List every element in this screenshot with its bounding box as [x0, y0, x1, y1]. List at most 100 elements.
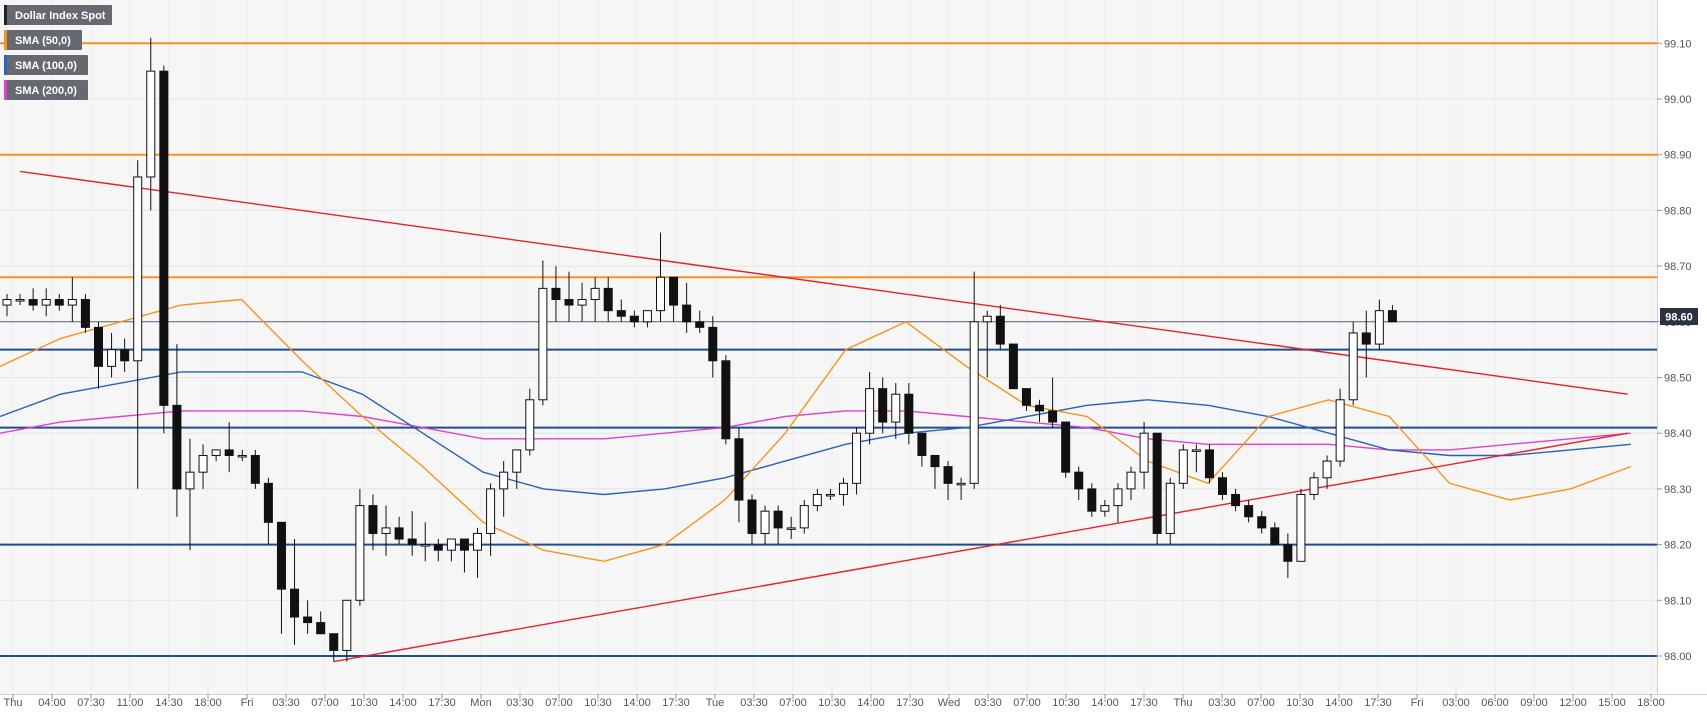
candle[interactable] [773, 505, 783, 545]
candle[interactable] [133, 160, 143, 489]
legend[interactable]: Dollar Index Spot SMA (50,0) SMA (100,0) SM… [4, 5, 112, 100]
candle[interactable] [1374, 299, 1384, 350]
candle[interactable] [107, 332, 117, 378]
candle[interactable] [1322, 455, 1332, 489]
candle[interactable] [551, 266, 561, 322]
candle[interactable] [669, 276, 679, 322]
candle[interactable] [407, 511, 417, 556]
candle[interactable] [1126, 466, 1136, 501]
candle[interactable] [943, 461, 953, 501]
candle[interactable] [642, 310, 652, 328]
candle[interactable] [878, 377, 888, 434]
candle[interactable] [1152, 432, 1162, 545]
legend-item[interactable]: Dollar Index Spot [4, 5, 112, 25]
candle[interactable] [342, 599, 352, 662]
candle[interactable] [577, 282, 587, 322]
candle[interactable] [1387, 305, 1397, 323]
candle[interactable] [120, 338, 130, 372]
candle[interactable] [15, 293, 25, 306]
candle[interactable] [420, 522, 430, 562]
candle[interactable] [1270, 522, 1280, 546]
candle[interactable] [276, 521, 286, 634]
candle[interactable] [368, 494, 378, 551]
candle[interactable] [982, 310, 992, 378]
candle[interactable] [760, 505, 770, 545]
candle[interactable] [459, 538, 469, 573]
candle[interactable] [159, 65, 169, 434]
candle[interactable] [708, 316, 718, 378]
candle[interactable] [656, 232, 665, 322]
candle[interactable] [263, 477, 273, 545]
candle[interactable] [172, 344, 182, 517]
candle[interactable] [473, 527, 483, 579]
candle[interactable] [54, 293, 64, 311]
candle[interactable] [904, 383, 914, 445]
candle[interactable] [237, 449, 247, 462]
candle[interactable] [329, 633, 339, 662]
candle[interactable] [538, 260, 548, 406]
candle[interactable] [721, 355, 731, 445]
candle[interactable] [525, 388, 535, 456]
candle[interactable] [825, 488, 835, 501]
candle[interactable] [1191, 444, 1201, 473]
candle[interactable] [381, 505, 391, 556]
candle[interactable] [93, 321, 103, 389]
candle[interactable] [1035, 399, 1045, 423]
candle[interactable] [250, 449, 260, 489]
candle[interactable] [1231, 488, 1241, 512]
candle[interactable] [41, 288, 51, 317]
candle[interactable] [1113, 483, 1123, 523]
candle[interactable] [930, 454, 940, 489]
candle[interactable] [1165, 477, 1175, 545]
candle[interactable] [1087, 483, 1097, 517]
candle[interactable] [1074, 466, 1084, 501]
candle[interactable] [1061, 421, 1071, 478]
candle[interactable] [1008, 343, 1018, 390]
candle[interactable] [564, 271, 574, 322]
candle[interactable] [67, 277, 77, 322]
candle[interactable] [1100, 500, 1110, 517]
candle[interactable] [1178, 444, 1188, 489]
candle[interactable] [303, 600, 313, 634]
candle[interactable] [1309, 472, 1319, 501]
candle[interactable] [2, 293, 12, 317]
candle[interactable] [198, 444, 208, 489]
candle[interactable] [852, 427, 862, 495]
candle[interactable] [446, 538, 456, 562]
candle[interactable] [355, 488, 365, 606]
candle[interactable] [28, 288, 38, 311]
candle[interactable] [224, 422, 234, 473]
candle[interactable] [80, 293, 90, 333]
candle[interactable] [1048, 377, 1058, 428]
legend-item[interactable]: SMA (200,0) [4, 80, 88, 100]
candle[interactable] [891, 383, 901, 439]
candle[interactable] [185, 438, 195, 551]
candle[interactable] [433, 539, 443, 562]
candle[interactable] [499, 461, 509, 517]
candle[interactable] [590, 277, 600, 322]
candle[interactable] [812, 488, 822, 512]
candle[interactable] [290, 539, 300, 645]
candle[interactable] [995, 305, 1005, 350]
candle[interactable] [865, 371, 875, 445]
candle[interactable] [1348, 321, 1358, 406]
candle[interactable] [1335, 388, 1345, 467]
legend-item[interactable]: SMA (100,0) [4, 55, 88, 75]
candle[interactable] [734, 427, 744, 523]
candle[interactable] [316, 611, 326, 635]
candle[interactable] [211, 449, 221, 462]
candle[interactable] [747, 494, 757, 545]
candle[interactable] [1361, 310, 1371, 378]
candle[interactable] [146, 37, 156, 211]
candle[interactable] [1204, 444, 1214, 484]
candle[interactable] [1296, 488, 1306, 562]
candle[interactable] [616, 299, 626, 322]
candle[interactable] [1283, 533, 1293, 579]
candles[interactable] [2, 37, 1397, 662]
candle[interactable] [682, 282, 692, 333]
candle[interactable] [956, 477, 966, 501]
legend-item[interactable]: SMA (50,0) [4, 30, 82, 50]
candle[interactable] [695, 310, 705, 333]
candle[interactable] [917, 432, 927, 467]
